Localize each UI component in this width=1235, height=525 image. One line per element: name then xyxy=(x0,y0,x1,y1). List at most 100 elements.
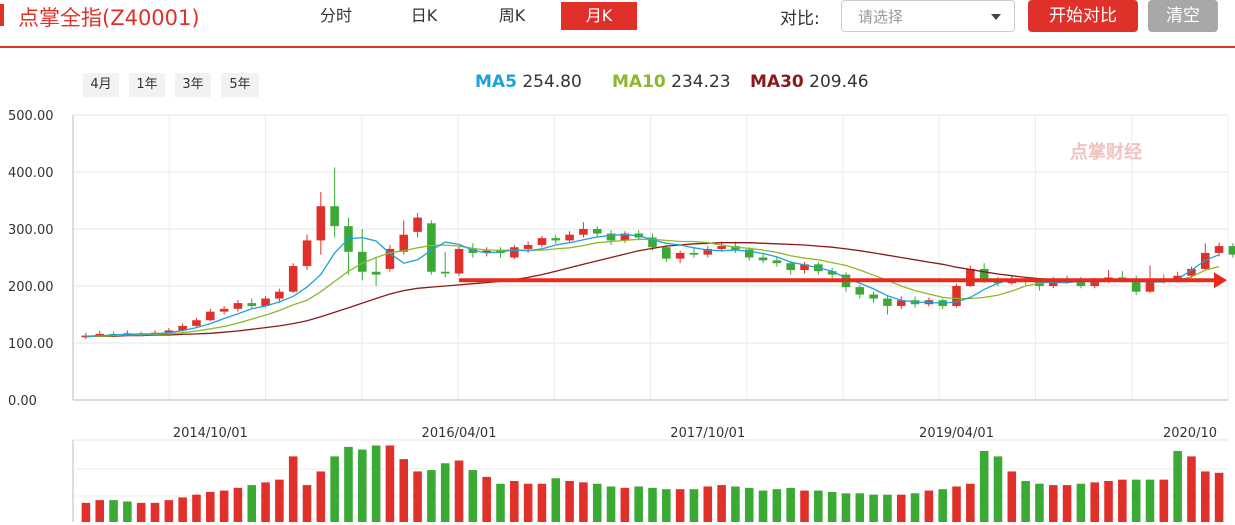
ma30-name: MA30 xyxy=(750,72,804,92)
candle-body xyxy=(1145,279,1155,292)
y-tick-label: 500.00 xyxy=(8,109,54,124)
tab-minute[interactable]: 分时 xyxy=(319,6,352,25)
volume-bar xyxy=(883,494,892,522)
volume-bar xyxy=(358,449,367,522)
start-compare-button[interactable]: 开始对比 xyxy=(1028,0,1138,32)
volume-bar xyxy=(1104,481,1113,522)
volume-bar xyxy=(219,490,229,522)
ma5-name: MA5 xyxy=(475,72,517,92)
volume-bar xyxy=(150,502,160,522)
compare-select[interactable]: 请选择 xyxy=(841,0,1015,32)
y-tick-label: 0.00 xyxy=(8,394,37,409)
ma10-name: MA10 xyxy=(612,72,666,92)
volume-bar xyxy=(523,483,533,522)
volume-bar xyxy=(772,489,782,522)
volume-bar xyxy=(952,486,961,522)
candle-body xyxy=(510,247,519,258)
candle-body xyxy=(164,330,174,333)
volume-bar xyxy=(330,456,339,522)
candle-body xyxy=(440,271,450,274)
ma5-legend: MA5 254.80 xyxy=(475,72,582,92)
x-tick-label: 2017/10/01 xyxy=(670,426,745,441)
candle-body xyxy=(427,223,436,272)
volume-bar xyxy=(634,486,643,522)
candle-body xyxy=(178,325,187,331)
candle-body xyxy=(772,260,782,264)
candle-body xyxy=(675,252,685,259)
volume-bar xyxy=(606,486,616,522)
range-5y-button[interactable]: 5年 xyxy=(221,73,259,97)
candle-body xyxy=(247,303,257,306)
volume-bar xyxy=(841,493,851,522)
candle-body xyxy=(1214,246,1224,253)
volume-bar xyxy=(205,491,215,522)
ma10-line xyxy=(85,238,1220,337)
clear-button[interactable]: 清空 xyxy=(1148,0,1218,32)
volume-bar xyxy=(178,497,187,522)
volume-bar xyxy=(744,487,754,522)
candle-body xyxy=(275,291,284,299)
volume-bar xyxy=(537,483,547,522)
volume-bar xyxy=(1021,481,1030,522)
candle-body xyxy=(95,333,105,336)
volume-bar xyxy=(1173,450,1182,522)
tab-monthly-k[interactable]: 月K xyxy=(561,2,637,30)
candle-body xyxy=(979,268,989,281)
candlesticks xyxy=(81,167,1235,340)
volume-bar xyxy=(938,489,947,522)
trend-arrow xyxy=(459,272,1227,289)
x-tick-label: 2020/10 xyxy=(1163,426,1217,441)
volume-bar xyxy=(1131,479,1141,522)
volume-bar xyxy=(164,500,174,522)
candle-body xyxy=(620,233,630,241)
candle-body xyxy=(261,298,270,306)
range-1y-button[interactable]: 1年 xyxy=(129,73,165,97)
volume-bar xyxy=(1035,483,1044,522)
title-accent-bar xyxy=(0,4,4,26)
candle-body xyxy=(1187,268,1196,276)
candle-body xyxy=(703,248,713,255)
candle-body xyxy=(358,251,367,272)
volume-bar xyxy=(1007,471,1017,522)
volume-bar xyxy=(814,490,823,522)
volume-bar xyxy=(620,487,630,522)
volume-bar xyxy=(468,470,478,522)
chart-grid xyxy=(72,114,1229,522)
range-4m-button[interactable]: 4月 xyxy=(83,73,119,97)
ma10-legend: MA10 234.23 xyxy=(612,72,731,92)
volume-bar xyxy=(316,471,326,522)
candle-body xyxy=(537,238,547,245)
candle-body xyxy=(869,294,878,299)
volume-bar xyxy=(1214,472,1224,522)
volume-bar xyxy=(731,486,740,522)
volume-bar xyxy=(371,445,381,522)
volume-bar xyxy=(1118,479,1127,522)
candle-body xyxy=(1090,280,1100,286)
range-3y-button[interactable]: 3年 xyxy=(175,73,211,97)
volume-bar xyxy=(344,446,353,522)
tab-weekly-k[interactable]: 周K xyxy=(498,6,526,25)
volume-bar xyxy=(758,490,768,522)
candle-body xyxy=(219,308,229,312)
volume-bar xyxy=(192,494,201,522)
tab-daily-k[interactable]: 日K xyxy=(410,6,438,25)
volume-bar xyxy=(579,482,588,522)
y-tick-label: 300.00 xyxy=(8,223,54,238)
candle-body xyxy=(786,263,795,271)
candle-body xyxy=(606,233,616,241)
y-tick-label: 100.00 xyxy=(8,337,54,352)
volume-bar xyxy=(288,456,298,522)
volume-bar xyxy=(551,478,561,522)
volume-bar xyxy=(855,493,865,522)
volume-bar xyxy=(648,487,657,522)
chevron-down-icon xyxy=(991,14,1001,20)
volume-bar xyxy=(81,502,91,522)
volume-bar xyxy=(1048,485,1058,522)
volume-bar xyxy=(565,481,574,522)
candle-body xyxy=(883,298,892,306)
candle-body xyxy=(482,250,491,253)
volume-bar xyxy=(1200,471,1210,522)
candle-body xyxy=(648,237,657,248)
x-tick-label: 2019/04/01 xyxy=(919,426,994,441)
